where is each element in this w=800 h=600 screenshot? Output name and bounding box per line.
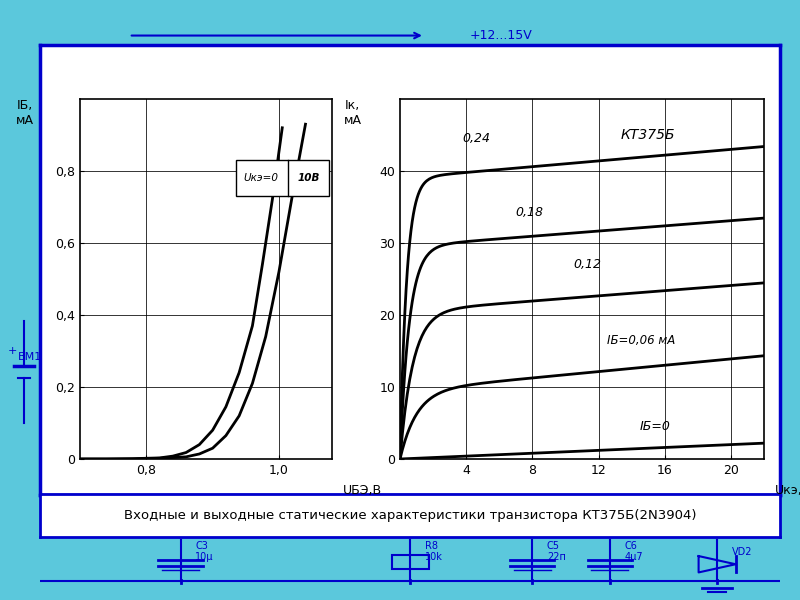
Text: Uкэ=0: Uкэ=0 xyxy=(243,173,278,183)
Text: C6
4µ7: C6 4µ7 xyxy=(625,541,643,562)
Text: +12...15V: +12...15V xyxy=(469,29,532,42)
Text: 0,12: 0,12 xyxy=(574,258,602,271)
FancyBboxPatch shape xyxy=(236,160,330,196)
Text: Входные и выходные статические характеристики транзистора КТ375Б(2N3904): Входные и выходные статические характери… xyxy=(124,509,696,522)
Text: IБ=0,06 мА: IБ=0,06 мА xyxy=(607,334,675,347)
Text: R8
10k: R8 10k xyxy=(425,541,442,562)
Text: Iк,
мА: Iк, мА xyxy=(344,99,362,127)
Text: C5
22п: C5 22п xyxy=(547,541,566,562)
Text: Uкэ,В: Uкэ,В xyxy=(775,484,800,497)
Text: UБЭ,В: UБЭ,В xyxy=(342,484,382,497)
Text: 10В: 10В xyxy=(298,173,320,183)
Text: 0,24: 0,24 xyxy=(463,132,491,145)
Text: КТ375Б: КТ375Б xyxy=(620,128,674,142)
Text: 0,18: 0,18 xyxy=(516,206,544,218)
Bar xyxy=(391,555,429,569)
Text: IБ,
мА: IБ, мА xyxy=(15,99,34,127)
Text: C3
10µ: C3 10µ xyxy=(195,541,214,562)
Text: IБ=0: IБ=0 xyxy=(640,420,670,433)
Text: ВМ1: ВМ1 xyxy=(18,352,42,362)
Text: VD2: VD2 xyxy=(732,547,753,557)
Text: +: + xyxy=(8,346,18,356)
